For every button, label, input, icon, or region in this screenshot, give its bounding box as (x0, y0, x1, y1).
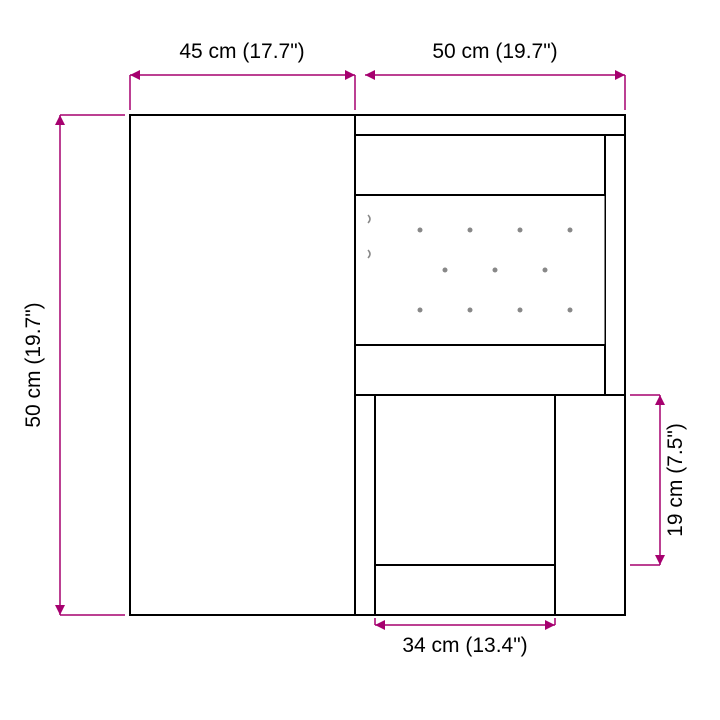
dim-drawer-width: 34 cm (13.4") (375, 618, 555, 657)
dim-height: 50 cm (19.7") (22, 115, 125, 615)
dimension-diagram: 45 cm (17.7") 50 cm (19.7") 50 cm (19.7"… (0, 0, 720, 720)
dim-depth: 45 cm (17.7") (130, 40, 355, 110)
dim-width: 50 cm (19.7") (365, 40, 625, 110)
dim-drawer-height: 19 cm (7.5") (630, 395, 687, 565)
dim-height-label: 50 cm (19.7") (22, 302, 45, 427)
dim-depth-label: 45 cm (17.7") (179, 40, 304, 63)
dim-width-label: 50 cm (19.7") (432, 40, 557, 63)
dim-drawer-h-label: 19 cm (7.5") (664, 423, 687, 537)
furniture-drawing (130, 115, 625, 615)
dim-drawer-w-label: 34 cm (13.4") (402, 634, 527, 657)
